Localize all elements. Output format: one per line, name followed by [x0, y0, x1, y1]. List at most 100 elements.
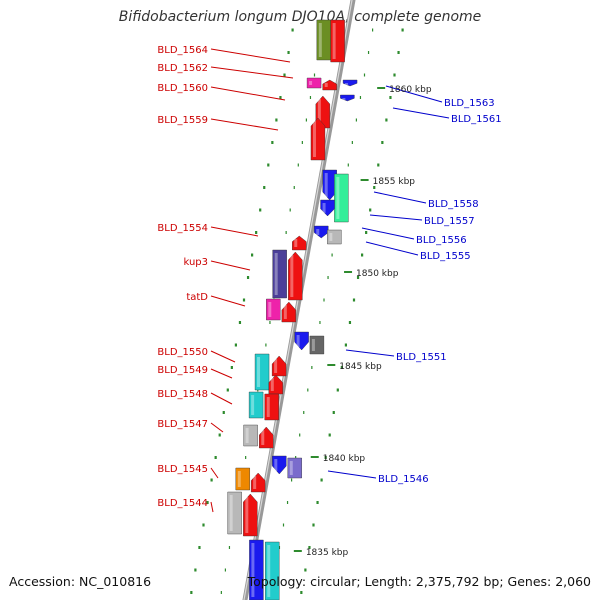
gene-blue — [342, 79, 358, 87]
track-dot — [228, 546, 231, 549]
track-dot — [316, 501, 319, 504]
scale-tick-label: 1855 kbp — [373, 177, 416, 187]
track-dot — [206, 501, 209, 504]
track-dot — [303, 411, 305, 414]
scale-tick-label: 1860 kbp — [389, 85, 432, 95]
gene-orange — [235, 467, 250, 491]
track-dot — [198, 546, 201, 549]
track-dot — [202, 523, 205, 527]
track-dot — [269, 321, 271, 324]
track-dot — [285, 231, 287, 234]
leader-line-left — [210, 422, 224, 433]
leader-line-left — [210, 392, 233, 405]
gene-cyan — [248, 391, 264, 419]
gene-label-left: BLD_1548 — [157, 389, 208, 400]
track-dot — [194, 568, 197, 572]
gene-red — [288, 251, 303, 301]
track-dot — [324, 456, 327, 459]
gene-shine — [268, 302, 272, 317]
gene-label-right: BLD_1558 — [428, 199, 479, 210]
track-dot — [304, 568, 307, 572]
track-dot — [331, 253, 333, 257]
scale-ticks: 1860 kbp 1855 kbp 1850 kbp 1845 kbp 1840 kbp… — [293, 85, 432, 558]
track-dot — [259, 208, 262, 212]
track-dot — [242, 298, 246, 302]
leader-line-left — [210, 118, 279, 131]
gene-shine — [312, 121, 316, 157]
gene-shine — [324, 83, 328, 87]
gene-label-left: tatD — [186, 292, 208, 303]
leader-line-left — [210, 295, 246, 307]
gene-label-left: BLD_1554 — [157, 223, 208, 234]
gene-shine — [324, 173, 328, 197]
leader-line-right — [392, 107, 450, 119]
track-dot — [307, 388, 309, 392]
gene-label-left: BLD_1545 — [157, 464, 208, 475]
gene-blue — [322, 169, 337, 201]
gene-red — [243, 493, 258, 537]
track-dot — [351, 141, 353, 144]
track-dot — [293, 186, 295, 189]
gene-shine — [309, 81, 313, 85]
gene-shine — [332, 23, 336, 59]
gene-label-left: BLD_1562 — [157, 63, 208, 74]
track-dot — [301, 141, 303, 144]
track-dot — [356, 276, 360, 279]
gene-indigo — [272, 249, 287, 299]
leader-line-left — [210, 368, 233, 379]
gene-shine — [311, 339, 315, 351]
leader-line-left — [210, 467, 219, 479]
track-dot — [308, 546, 311, 549]
gene-grey — [227, 491, 242, 535]
track-dot — [309, 96, 312, 99]
leader-line-left — [210, 501, 214, 513]
track-dot — [344, 343, 347, 347]
gene-shine — [345, 83, 349, 85]
gene-red — [259, 426, 274, 449]
track-dot — [359, 96, 362, 99]
track-dot — [291, 478, 293, 482]
track-dot — [300, 591, 303, 594]
track-dot — [220, 591, 222, 594]
gene-cyan — [265, 541, 280, 600]
track-dot — [265, 343, 267, 347]
track-dot — [190, 591, 193, 594]
track-dot — [238, 321, 242, 324]
gene-shine — [296, 335, 300, 347]
gene-shine — [270, 378, 274, 391]
gene-label-right: BLD_1555 — [420, 251, 471, 262]
gene-red — [322, 79, 337, 91]
gene-shine — [266, 397, 270, 417]
gene-shine — [274, 459, 278, 471]
track-dot — [313, 73, 316, 77]
gene-shine — [274, 359, 278, 373]
track-dot — [361, 253, 364, 257]
track-dot — [355, 118, 357, 122]
gene-blue — [272, 455, 287, 475]
track-dot — [381, 141, 384, 144]
track-dot — [332, 411, 335, 414]
gene-shine — [294, 239, 298, 247]
topology-text: Topology: circular; Length: 2,375,792 bp… — [247, 574, 591, 589]
gene-label-left: BLD_1544 — [157, 498, 208, 509]
leader-line-left — [210, 66, 294, 79]
track-dot — [323, 298, 325, 302]
track-dot — [218, 433, 221, 437]
gene-shine — [251, 395, 255, 415]
gene-blue — [314, 225, 329, 239]
gene-label-left: BLD_1564 — [157, 45, 208, 56]
gene-darkgrey — [309, 335, 325, 355]
gene-label-right: BLD_1551 — [396, 352, 447, 363]
label-leader-lines — [210, 48, 450, 513]
scale-tick-label: 1840 kbp — [323, 454, 366, 464]
gene-slate — [287, 457, 302, 479]
gene-red — [330, 19, 345, 63]
track-dot — [255, 231, 258, 234]
gene-shine — [245, 497, 249, 533]
scale-tick-label: 1835 kbp — [306, 548, 349, 558]
track-dot — [267, 163, 270, 167]
gene-shine — [253, 476, 257, 489]
track-dot — [385, 118, 388, 122]
leader-line-right — [361, 227, 415, 240]
track-dot — [224, 568, 226, 572]
